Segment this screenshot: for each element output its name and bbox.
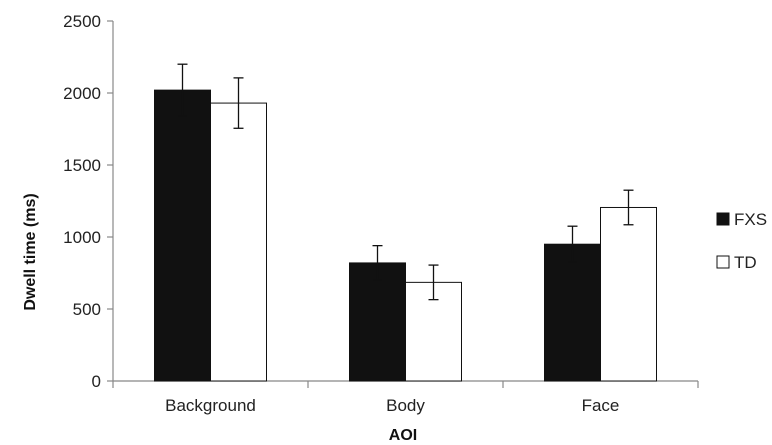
- y-axis-title: Dwell time (ms): [22, 193, 39, 310]
- error-bars: [177, 63, 634, 301]
- x-category-label: Face: [582, 396, 620, 415]
- x-axis-title: AOI: [389, 427, 417, 444]
- bars: [154, 89, 657, 382]
- y-tick-label: 2000: [63, 84, 101, 103]
- y-tick-label: 1000: [63, 228, 101, 247]
- y-tick-label: 500: [73, 300, 101, 319]
- axes: 0 500 1000 1500 2000 2500 Background Body Face: [63, 12, 699, 415]
- y-tick-label: 2500: [63, 12, 101, 31]
- bar-td: [600, 206, 657, 382]
- bar-fxs: [544, 243, 601, 382]
- legend-swatch-td: [716, 255, 730, 269]
- y-tick-label: 0: [92, 372, 101, 391]
- y-tick-label: 1500: [63, 156, 101, 175]
- legend-swatch-fxs: [716, 212, 730, 226]
- bar-fxs: [349, 262, 406, 382]
- legend: FXS TD: [716, 210, 767, 272]
- x-category-label: Body: [386, 396, 425, 415]
- x-category-label: Background: [165, 396, 256, 415]
- legend-label-fxs: FXS: [734, 210, 767, 229]
- legend-label-td: TD: [734, 253, 757, 272]
- bar-td: [210, 102, 267, 382]
- bar-fxs: [154, 89, 211, 382]
